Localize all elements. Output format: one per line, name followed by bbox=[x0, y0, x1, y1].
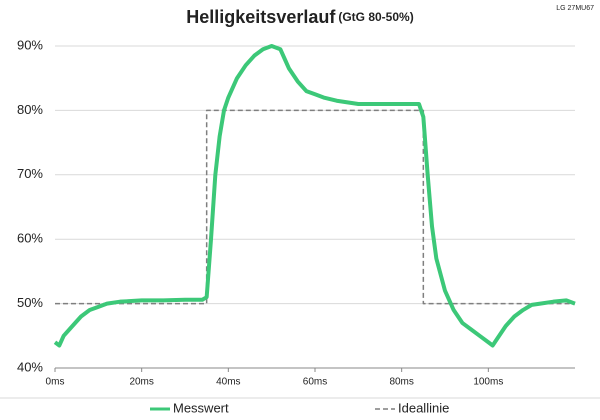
x-tick-label: 20ms bbox=[129, 377, 153, 388]
y-tick-label: 70% bbox=[17, 166, 43, 181]
y-tick-label: 90% bbox=[17, 37, 43, 52]
subtitle: (GtG 80-50%) bbox=[338, 10, 413, 24]
y-tick-label: 80% bbox=[17, 102, 43, 117]
x-tick-label: 60ms bbox=[303, 377, 327, 388]
y-tick-label: 50% bbox=[17, 295, 43, 310]
x-tick-label: 0ms bbox=[46, 377, 65, 388]
title: Helligkeitsverlauf bbox=[186, 7, 336, 27]
annotation: LG 27MU67 bbox=[556, 5, 594, 12]
legend-label: Ideallinie bbox=[398, 400, 449, 415]
y-tick-label: 60% bbox=[17, 231, 43, 246]
x-tick-label: 80ms bbox=[389, 377, 413, 388]
y-tick-label: 40% bbox=[17, 359, 43, 374]
chart-title: Helligkeitsverlauf (GtG 80-50%) bbox=[186, 7, 413, 27]
series-line bbox=[55, 109, 575, 305]
legend-label: Messwert bbox=[173, 400, 229, 415]
x-tick-label: 40ms bbox=[216, 377, 240, 388]
x-tick-label: 100ms bbox=[473, 377, 503, 388]
series-line bbox=[53, 44, 576, 348]
